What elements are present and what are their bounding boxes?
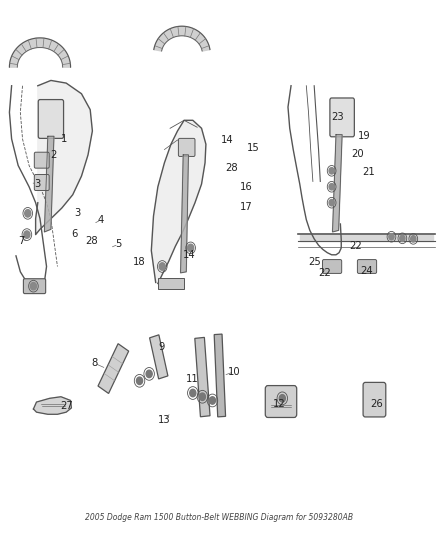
Text: 1: 1 [61,134,67,144]
Circle shape [329,167,334,174]
FancyBboxPatch shape [23,279,46,294]
Text: 3: 3 [74,208,80,219]
Text: 6: 6 [72,229,78,239]
Text: 2005 Dodge Ram 1500 Button-Belt WEBBING Diagram for 5093280AB: 2005 Dodge Ram 1500 Button-Belt WEBBING … [85,513,353,522]
Circle shape [199,393,205,400]
Circle shape [400,235,405,241]
Text: 22: 22 [349,241,362,251]
Circle shape [146,370,152,377]
FancyBboxPatch shape [357,260,377,273]
Polygon shape [35,80,92,235]
Circle shape [24,231,30,238]
Circle shape [209,397,215,404]
Polygon shape [332,135,342,232]
FancyBboxPatch shape [34,174,49,190]
Text: 15: 15 [247,143,259,154]
Text: 20: 20 [352,149,364,159]
Circle shape [25,209,31,217]
Circle shape [279,394,286,402]
Text: 7: 7 [18,236,25,246]
Text: 27: 27 [61,401,74,411]
Text: 8: 8 [92,358,98,368]
Circle shape [30,282,36,290]
Text: 14: 14 [183,250,196,260]
Polygon shape [195,337,210,417]
Circle shape [389,233,394,240]
Text: 13: 13 [158,415,171,425]
Polygon shape [151,120,206,284]
FancyBboxPatch shape [322,260,342,273]
FancyBboxPatch shape [178,139,195,157]
Polygon shape [10,38,71,67]
Circle shape [411,236,416,242]
Polygon shape [180,155,188,273]
Text: 28: 28 [85,236,98,246]
Circle shape [159,263,165,270]
Circle shape [137,377,143,384]
Text: 14: 14 [221,135,233,145]
Polygon shape [150,335,168,379]
Text: 11: 11 [186,374,198,384]
Text: 21: 21 [362,167,374,177]
Text: 18: 18 [133,257,146,267]
Polygon shape [300,235,433,241]
Polygon shape [44,136,54,232]
FancyBboxPatch shape [34,152,49,168]
Text: 5: 5 [115,239,122,249]
FancyBboxPatch shape [38,100,64,139]
Text: 19: 19 [357,131,371,141]
Text: 12: 12 [273,399,286,409]
Bar [158,278,184,289]
Circle shape [190,389,196,397]
Polygon shape [154,26,210,51]
Text: 16: 16 [240,182,252,192]
Text: 26: 26 [371,399,383,409]
Polygon shape [214,334,226,417]
Text: 22: 22 [318,268,331,278]
Text: 17: 17 [240,202,252,212]
Circle shape [329,183,334,190]
Text: 28: 28 [225,163,237,173]
FancyBboxPatch shape [265,385,297,417]
Polygon shape [33,397,71,414]
Text: 4: 4 [98,215,104,225]
FancyBboxPatch shape [363,382,386,417]
Text: 3: 3 [35,179,41,189]
Text: 25: 25 [308,257,321,267]
FancyBboxPatch shape [330,98,354,137]
Circle shape [329,199,334,206]
Text: 24: 24 [360,266,373,276]
Text: 23: 23 [332,111,344,122]
Text: 2: 2 [50,150,56,160]
Polygon shape [98,344,129,393]
Circle shape [187,244,194,252]
Text: 9: 9 [158,342,165,352]
Text: 10: 10 [228,367,240,377]
